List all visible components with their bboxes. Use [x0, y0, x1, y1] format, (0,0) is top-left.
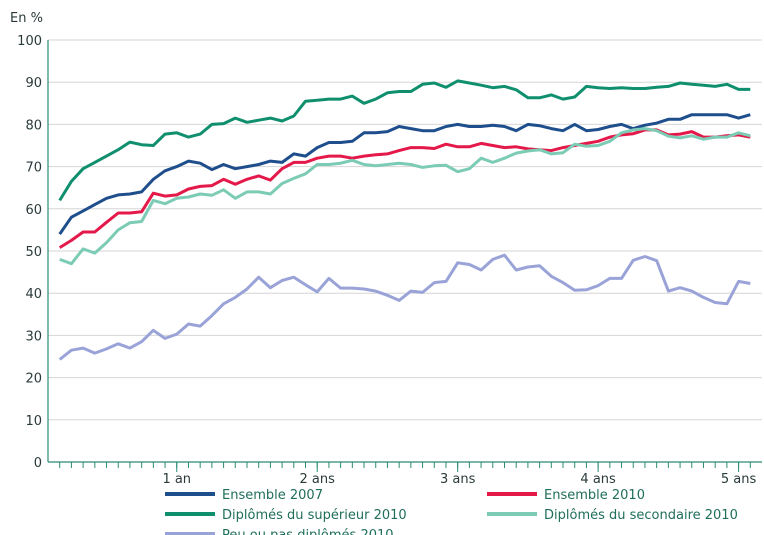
legend-label: Ensemble 2007 [222, 488, 323, 503]
legend-label: Diplômés du secondaire 2010 [544, 508, 738, 523]
y-tick-label: 50 [25, 245, 42, 260]
series-line [58, 128, 751, 249]
legend-label: Peu ou pas diplômés 2010 [222, 528, 394, 535]
y-tick-label: 40 [25, 287, 42, 302]
x-tick-label: 5 ans [721, 472, 757, 487]
y-tick-label: 0 [34, 456, 42, 471]
legend-label: Ensemble 2010 [544, 488, 645, 503]
y-tick-label: 10 [25, 414, 42, 429]
y-axis-label: En % [10, 11, 43, 26]
y-tick-label: 30 [25, 329, 42, 344]
y-tick-label: 60 [25, 203, 42, 218]
x-tick-label: 4 ans [580, 472, 616, 487]
y-tick-label: 20 [25, 372, 42, 387]
x-tick-label: 1 an [162, 472, 191, 487]
series-line [58, 79, 751, 202]
series-line [58, 113, 751, 235]
y-tick-label: 100 [17, 34, 42, 49]
x-tick-label: 3 ans [440, 472, 476, 487]
x-tick-label: 2 ans [300, 472, 336, 487]
y-tick-label: 90 [25, 76, 42, 91]
legend-label: Diplômés du supérieur 2010 [222, 508, 407, 523]
y-tick-label: 80 [25, 118, 42, 133]
y-tick-label: 70 [25, 161, 42, 176]
series-line [59, 127, 751, 266]
series-line [58, 253, 751, 361]
